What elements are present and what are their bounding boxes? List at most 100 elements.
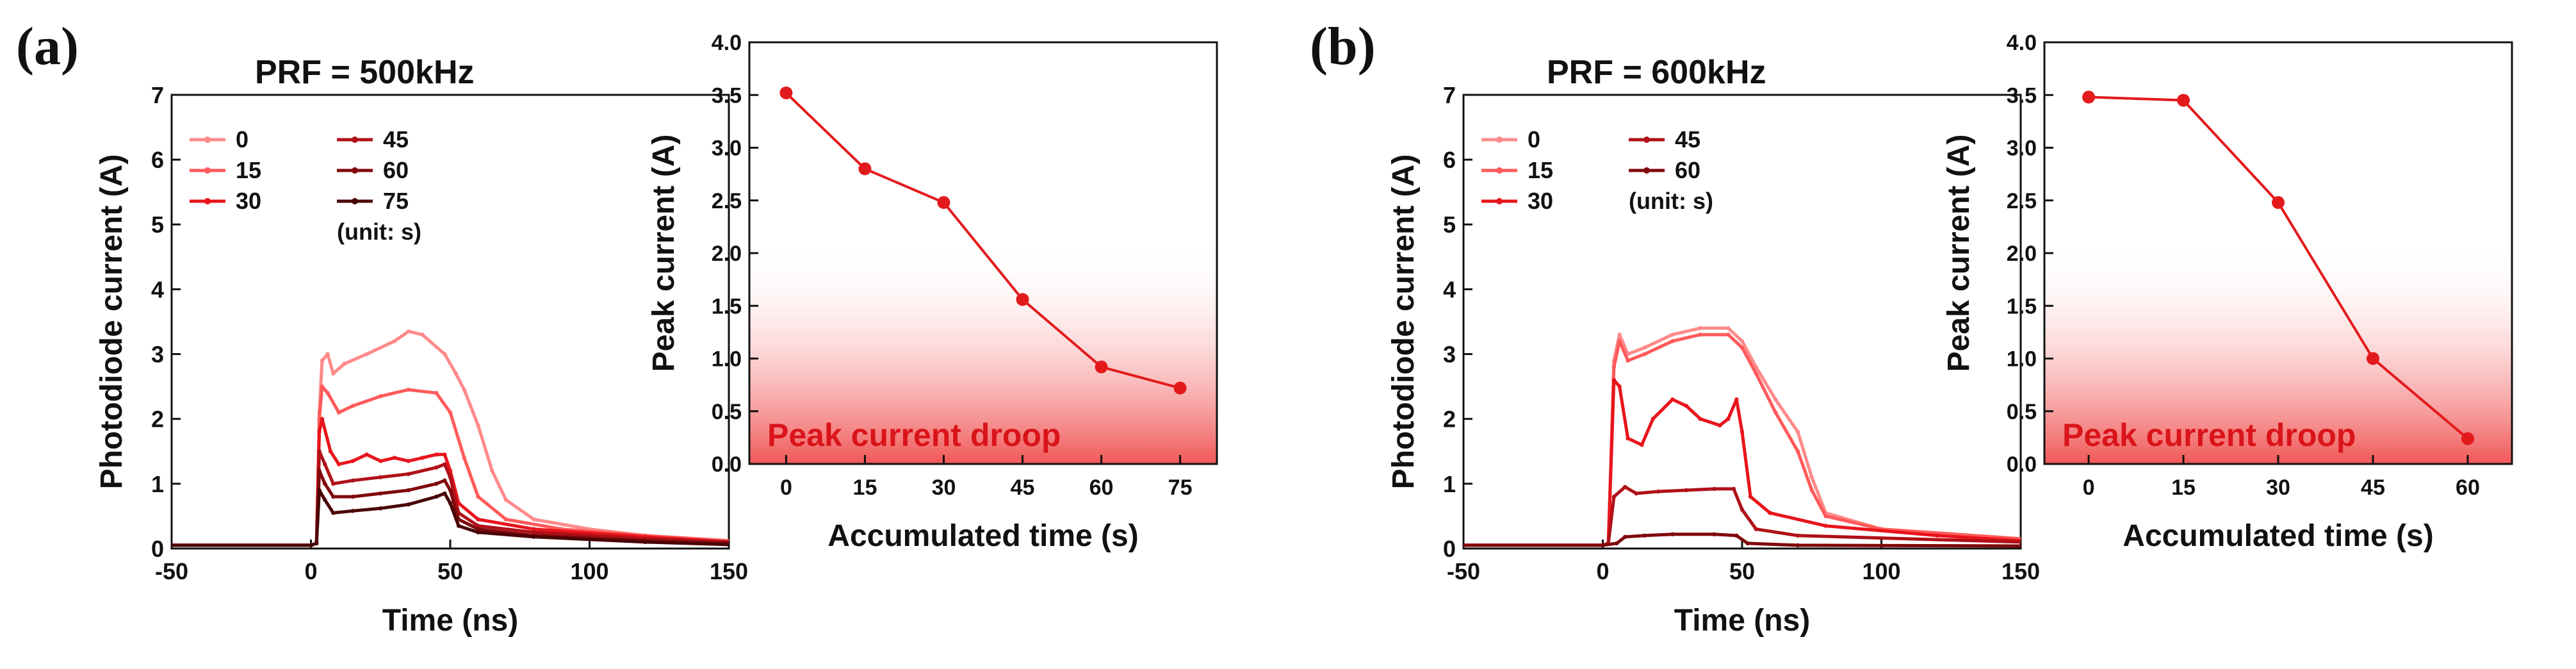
series-point-30 [1670,397,1675,402]
series-point-0 [1795,429,1800,434]
series-point-75 [379,506,383,511]
x-tick-label: 60 [1089,475,1114,500]
series-point-45 [1684,488,1689,493]
series-point-60 [350,494,355,499]
legend-marker-60 [1643,167,1650,174]
x-tick-label: -50 [1447,558,1480,584]
x-tick-label: 150 [2001,558,2040,584]
series-point-75 [350,509,355,513]
series-point-75 [643,540,648,545]
series-point-0 [392,339,397,343]
series-point-15 [1754,371,1758,376]
series-point-45 [1611,494,1617,499]
series-point-15 [1795,449,1800,454]
legend-marker-30 [204,198,211,204]
panel-b-peak-current-chart: 0 15 30 45 60 0.0 0.5 1.0 1.5 2.0 2.5 3.0 3.5 4.0 Accu… [1942,31,2513,553]
series-point-60 [1601,543,1605,548]
series-point-30 [1611,377,1617,383]
series-point-30 [364,452,369,457]
x-axis-label: Time (ns) [382,604,518,638]
peak-current-point [1016,293,1029,306]
series-point-15 [406,388,411,392]
series-point-60 [1670,532,1675,536]
y-tick-label: 5 [151,211,164,238]
series-point-15 [1611,365,1617,369]
series-point-15 [503,517,509,522]
series-point-15 [1809,488,1814,493]
series-point-0 [1642,345,1647,350]
legend-label-60: 60 [1675,157,1700,183]
series-point-75 [309,543,313,548]
series-point-15 [1698,333,1702,337]
x-tick-label: 50 [437,558,463,584]
series-point-0 [1740,339,1745,343]
y-tick-label: 1.5 [2007,294,2037,318]
legend-marker-30 [1496,198,1503,204]
series-line-0 [172,329,729,547]
series-point-0 [462,388,466,392]
x-tick-label: 30 [932,475,956,500]
series-point-15 [1670,339,1675,343]
x-tick-label: 0 [780,475,792,500]
x-axis-label: Time (ns) [1674,604,1810,638]
y-axis-label: Peak current (A) [1942,135,1976,372]
series-line-30 [1463,378,2021,547]
series-point-75 [317,488,322,493]
series-point-0 [532,517,536,522]
series-point-30 [336,462,341,467]
series-point-30 [1698,417,1702,421]
y-tick-label: 2 [151,406,164,433]
peak-current-point [2082,90,2096,104]
series-point-60 [1734,533,1739,538]
y-tick-label: 4 [151,276,164,302]
x-tick-label: 30 [2266,475,2290,500]
y-tick-label: 1 [1443,471,1456,497]
series-point-45 [443,462,447,467]
panel-b-label: (b) [1310,17,1376,76]
series-point-45 [1634,491,1638,496]
droop-annotation: Peak current droop [2062,417,2356,453]
peak-current-point [2461,432,2474,445]
x-axis-label: Accumulated time (s) [827,519,1138,553]
series-point-75 [443,491,447,496]
series-point-45 [1712,486,1716,491]
series-point-30 [1684,404,1689,408]
series-point-0 [503,497,509,502]
series-point-45 [1656,489,1661,494]
y-tick-label: 0.5 [2007,400,2037,424]
series-point-30 [1935,533,1939,538]
series-point-15 [1617,339,1622,343]
series-point-30 [1823,524,1828,528]
series-point-30 [392,456,397,460]
x-tick-label: 150 [710,558,748,584]
y-tick-label: 0.5 [712,400,742,424]
x-axis-label: Accumulated time (s) [2123,519,2433,553]
series-point-0 [331,371,336,376]
legend-marker-15 [1496,167,1503,174]
y-tick-label: 4 [1443,276,1456,302]
series-point-30 [1640,442,1644,447]
series-point-15 [1823,514,1828,518]
series-point-75 [476,530,480,534]
peak-current-point [937,196,950,210]
series-point-0 [453,371,458,376]
series-line-45 [1463,485,2021,547]
y-tick-label: 7 [151,82,164,108]
x-tick-label: 15 [2171,475,2196,500]
y-tick-label: 2.5 [2007,189,2037,213]
y-tick-label: 5 [1443,211,1456,238]
y-tick-label: 2.5 [712,189,742,213]
series-point-45 [532,530,536,534]
series-point-75 [314,541,319,546]
y-tick-label: 0.0 [712,452,742,477]
series-line-45 [172,449,729,547]
y-axis-label: Photodiode current (A) [95,154,129,490]
series-point-15 [1740,345,1745,350]
droop-region [749,242,1217,464]
series-point-60 [379,491,383,496]
y-tick-label: 2.0 [2007,242,2037,266]
y-tick-label: 7 [1443,82,1456,108]
